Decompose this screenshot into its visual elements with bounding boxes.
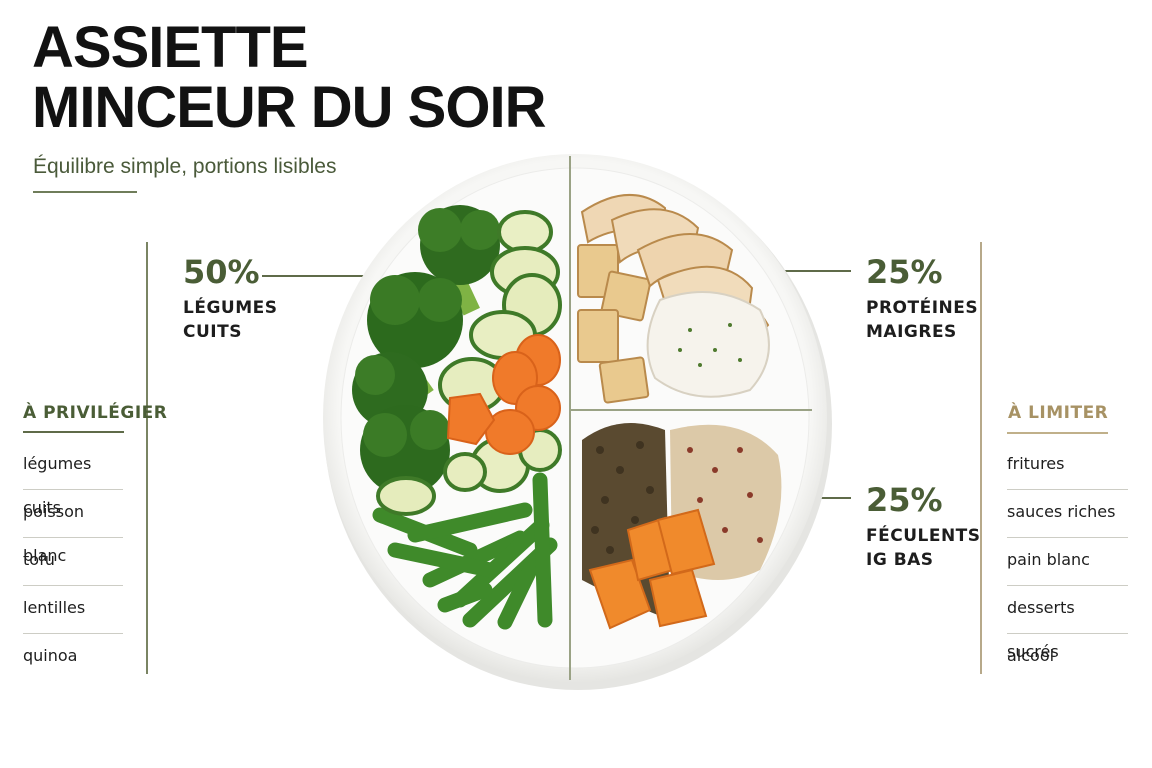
lentil-texture [591, 441, 654, 554]
stat-proteins: 25% PROTÉINES MAIGRES [866, 254, 978, 344]
page-subtitle: Équilibre simple, portions lisibles [33, 155, 337, 178]
favor-item: tofu [23, 538, 123, 586]
stat-proteins-value: 25% [866, 253, 943, 291]
vegetables-section [352, 205, 562, 630]
stat-vegetables-label-1: LÉGUMES [183, 298, 278, 318]
sweet-potato [588, 508, 716, 630]
zucchini-slices [376, 210, 562, 516]
limit-item: fritures [1007, 442, 1128, 490]
limit-list: fritures sauces riches pain blanc desser… [1007, 442, 1128, 682]
stat-vegetables-value: 50% [183, 253, 260, 291]
stat-proteins-label-1: PROTÉINES [866, 298, 979, 318]
dinner-plate-illustration [323, 154, 832, 690]
favor-item: légumes cuits [23, 442, 123, 517]
favor-list: légumes cuits poisson blanc tofu lentill… [23, 442, 123, 682]
limit-heading-underline [1007, 432, 1108, 434]
chicken-slices [580, 194, 770, 337]
limit-item: alcool [1007, 646, 1055, 665]
stat-starches-value: 25% [866, 481, 943, 519]
tofu-cubes [577, 244, 652, 404]
stat-proteins-label-2: MAIGRES [866, 322, 957, 342]
right-divider [980, 242, 982, 674]
leader-line-starches [795, 497, 851, 499]
stat-starches-label-2: IG BAS [866, 550, 934, 570]
green-beans [372, 472, 558, 630]
broccoli [352, 205, 500, 502]
limit-item: pain blanc [1007, 538, 1128, 586]
leader-line-vegetables [262, 275, 376, 277]
favor-item: lentilles [23, 586, 123, 634]
favor-heading: À PRIVILÉGIER [23, 403, 168, 423]
protein-section [577, 194, 770, 404]
favor-item: quinoa [23, 646, 78, 665]
stat-starches: 25% FÉCULENTS IG BAS [866, 482, 981, 572]
white-fish-fillet [646, 291, 770, 398]
carrot-slices [446, 334, 561, 455]
starch-section [582, 422, 782, 630]
stat-starches-label-1: FÉCULENTS [866, 526, 981, 546]
leader-line-proteins [767, 270, 851, 272]
subtitle-underline [33, 191, 137, 193]
favor-item: poisson blanc [23, 490, 123, 565]
limit-item: sauces riches [1007, 490, 1128, 538]
page-title: ASSIETTE MINCEUR DU SOIR [32, 15, 546, 140]
title-line-1: ASSIETTE [32, 15, 309, 80]
limit-heading: À LIMITER [1008, 403, 1109, 423]
herb-flecks [678, 323, 742, 367]
title-line-2: MINCEUR DU SOIR [32, 75, 546, 140]
favor-heading-underline [23, 431, 124, 433]
left-divider [146, 242, 148, 674]
stat-vegetables-label-2: CUITS [183, 322, 242, 342]
stat-vegetables: 50% LÉGUMES CUITS [183, 254, 277, 344]
limit-item: desserts sucrés [1007, 586, 1128, 661]
